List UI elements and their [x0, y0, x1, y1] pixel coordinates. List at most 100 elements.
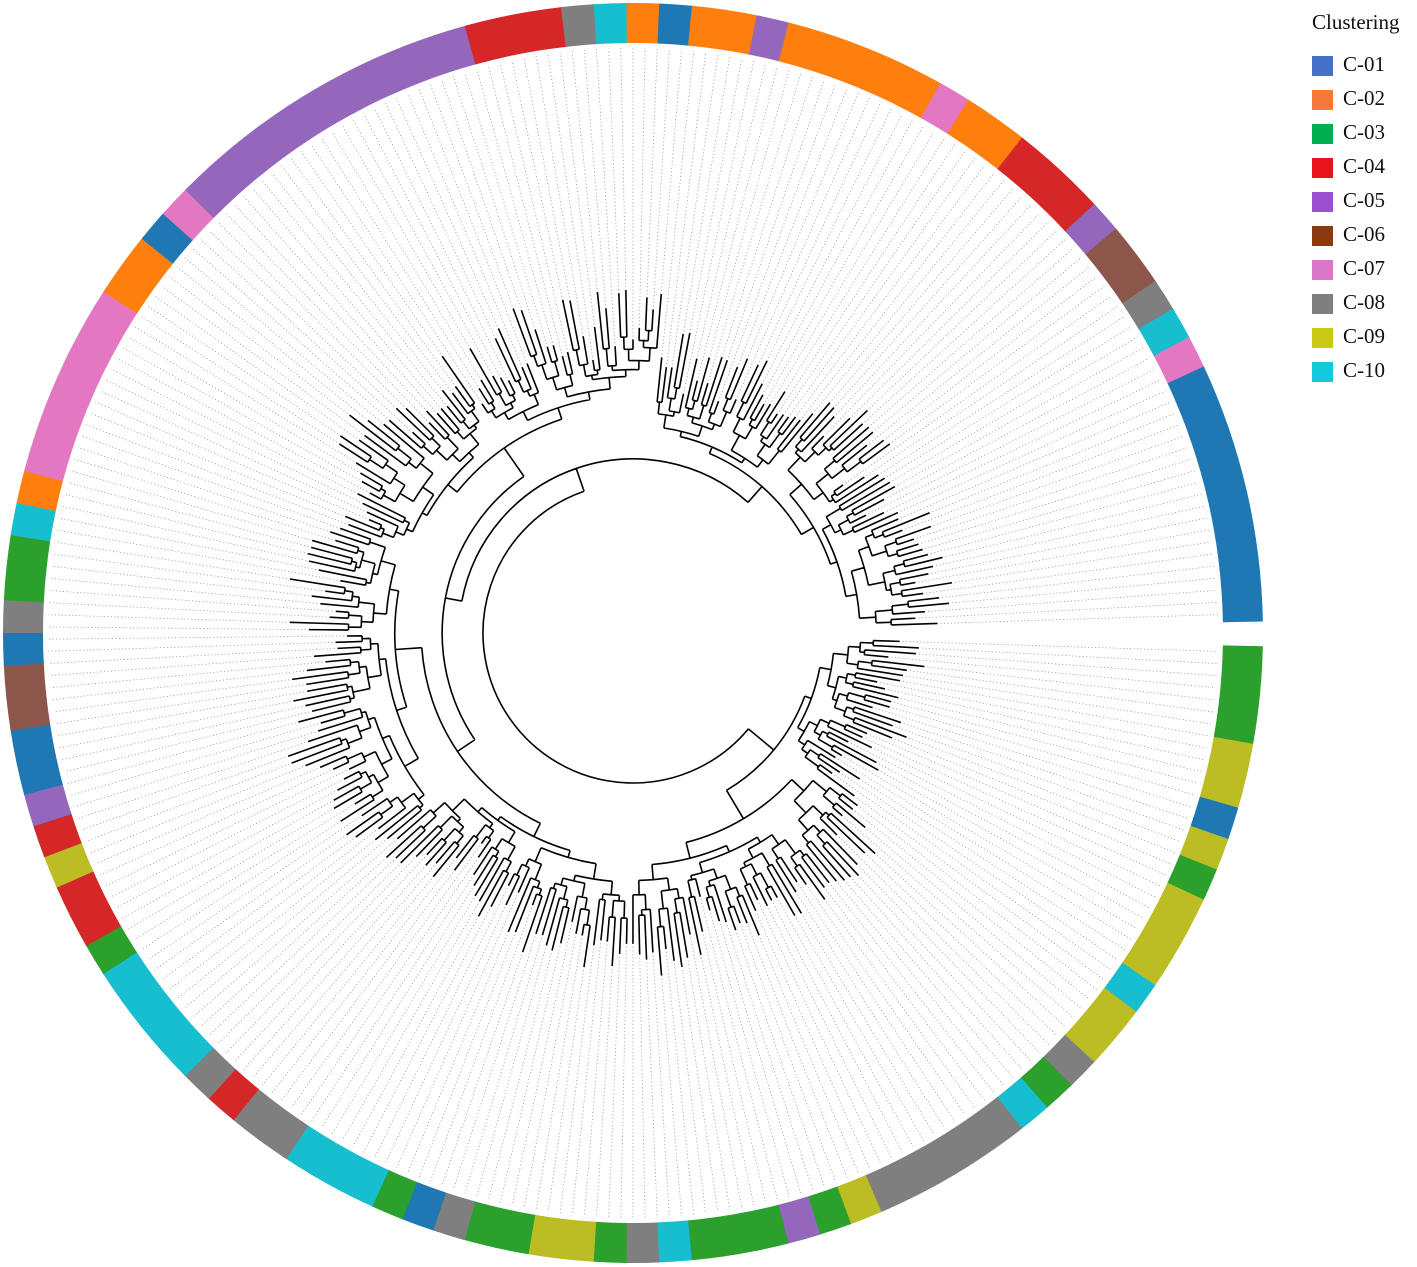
- ring-segment: [1218, 676, 1262, 714]
- ring-segment: [778, 22, 822, 71]
- ring-segment: [141, 212, 194, 264]
- ring-segment: [1221, 645, 1263, 681]
- phylogenetic-tree: [48, 47, 1218, 1219]
- ring-segment: [996, 1077, 1048, 1130]
- legend-swatch: [1312, 226, 1333, 246]
- legend-label: C-08: [1343, 290, 1385, 314]
- legend-swatch: [1312, 158, 1333, 178]
- ring-segment: [494, 1208, 536, 1255]
- ring-segment: [431, 1192, 476, 1241]
- ring-segment: [1122, 280, 1174, 331]
- ring-segment: [433, 25, 477, 74]
- ring-segment: [207, 1068, 259, 1121]
- ring-segment: [24, 438, 72, 482]
- ring-segment: [102, 951, 155, 1002]
- ring-segment: [997, 137, 1049, 190]
- ring-segment: [1137, 910, 1190, 959]
- ring-segment: [526, 1214, 566, 1259]
- ring-segment: [1042, 1034, 1095, 1087]
- ring-segment: [6, 692, 51, 731]
- ring-segment: [3, 631, 44, 666]
- legend: Clustering C-01 C-02 C-03 C-04 C-05 C-06 C-07 C…: [1312, 10, 1400, 382]
- ring-segment: [808, 31, 853, 81]
- legend-swatch: [1312, 260, 1333, 280]
- ring-segment: [86, 290, 138, 340]
- ring-segment: [103, 263, 156, 314]
- ring-segment: [1065, 203, 1118, 256]
- ring-segment: [777, 1196, 821, 1244]
- ring-segment: [402, 34, 448, 84]
- legend-label: C-03: [1343, 120, 1385, 144]
- ring-segment: [120, 976, 173, 1028]
- ring-segment: [717, 1211, 757, 1257]
- ring-segment: [559, 1218, 597, 1262]
- ring-segment: [1179, 396, 1229, 442]
- ring-segment: [184, 1046, 236, 1099]
- ring-segment: [1213, 706, 1259, 746]
- ring-segment: [893, 67, 942, 119]
- tip-guides: [48, 47, 1218, 1219]
- ring-segment: [972, 117, 1024, 170]
- ring-segment: [372, 46, 419, 96]
- ring-segment: [947, 99, 998, 152]
- legend-label: C-09: [1343, 324, 1385, 348]
- ring-segment: [259, 106, 310, 158]
- ring-segment: [971, 1097, 1023, 1150]
- legend-swatch: [1312, 294, 1333, 314]
- ring-segment: [1190, 427, 1239, 471]
- ring-segment: [6, 533, 51, 572]
- ring-segment: [718, 9, 759, 55]
- legend-label: C-02: [1343, 86, 1385, 110]
- ring-segment: [919, 1132, 969, 1184]
- ring-segment: [1085, 228, 1138, 280]
- ring-segment: [23, 783, 72, 827]
- ring-segment: [747, 1204, 789, 1252]
- ring-segment: [464, 17, 507, 65]
- ring-segment: [1104, 254, 1157, 305]
- legend-label: C-10: [1343, 358, 1385, 382]
- ring-segment: [185, 166, 237, 218]
- ring-segment: [3, 662, 47, 699]
- ring-segment: [593, 3, 629, 45]
- ring-segment: [285, 1124, 335, 1177]
- legend-swatch: [1312, 328, 1333, 348]
- ring-segment: [162, 188, 215, 241]
- ring-segment: [10, 723, 56, 764]
- ring-segment: [1153, 882, 1204, 931]
- ring-segment: [592, 1221, 627, 1263]
- legend-title: Clustering: [1312, 10, 1400, 34]
- ring-segment: [1207, 736, 1254, 778]
- legend-label: C-07: [1343, 256, 1385, 280]
- ring-segment: [806, 1186, 852, 1236]
- ring-segment: [1103, 962, 1156, 1014]
- ring-segment: [3, 598, 44, 633]
- ring-segment: [1121, 936, 1174, 987]
- ring-segment: [232, 1088, 284, 1141]
- ring-segment: [626, 3, 661, 44]
- ring-segment: [655, 1220, 692, 1263]
- ring-segment: [1084, 987, 1137, 1039]
- ring-segment: [835, 1175, 882, 1225]
- ring-segment: [945, 1115, 996, 1168]
- branches: [287, 290, 953, 976]
- ring-segment: [121, 237, 174, 289]
- ring-segment: [341, 1156, 389, 1207]
- legend-swatch: [1312, 362, 1333, 382]
- ring-segment: [85, 924, 137, 975]
- legend-label: C-06: [1343, 222, 1385, 246]
- ring-segment: [1199, 766, 1247, 810]
- ring-segment: [561, 4, 598, 47]
- ring-segment: [528, 6, 568, 52]
- ring-segment: [1019, 1056, 1072, 1109]
- ring-segment: [43, 841, 94, 888]
- ring-segment: [140, 1001, 193, 1053]
- ring-segment: [657, 3, 694, 46]
- legend-swatch: [1312, 56, 1333, 76]
- ring-segment: [32, 812, 82, 858]
- ring-segment: [463, 1201, 506, 1249]
- legend-swatch: [1312, 124, 1333, 144]
- ring-segment: [286, 88, 336, 141]
- ring-segment: [748, 15, 791, 62]
- legend-swatch: [1312, 192, 1333, 212]
